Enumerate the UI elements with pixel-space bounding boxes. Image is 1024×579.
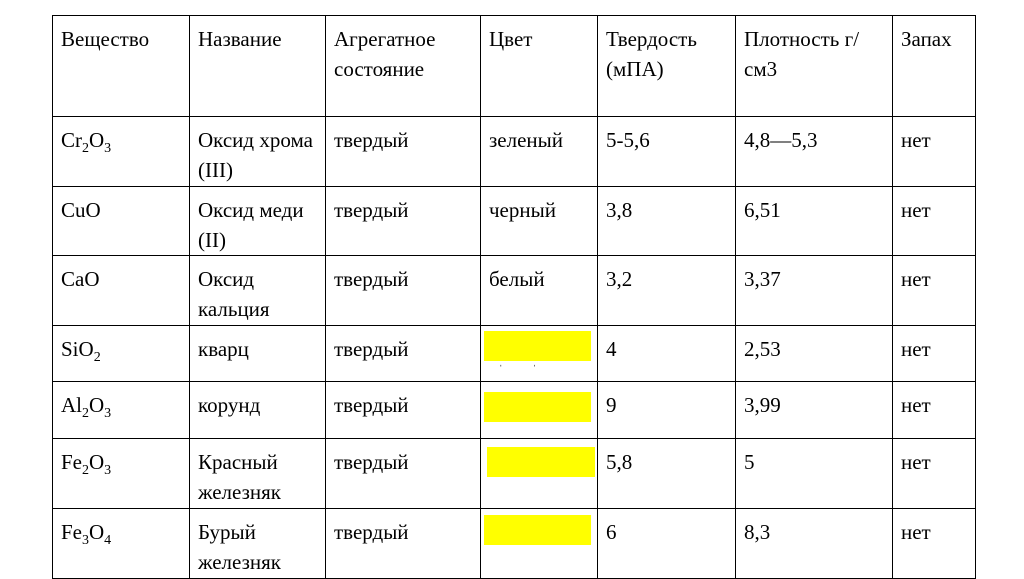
formula-cell: Cr2O3	[52, 116, 190, 187]
properties-table: Вещество Название Агрегатное состояние Ц…	[52, 15, 976, 579]
density-cell: 3,99	[735, 381, 893, 439]
smell-cell: нет	[892, 116, 976, 187]
smell-cell: нет	[892, 325, 976, 382]
ink-specks: ˌˌ	[499, 355, 567, 367]
color-cell: черный	[480, 186, 598, 256]
hardness-cell: 9	[597, 381, 736, 439]
formula-cell: Fe3O4	[52, 508, 190, 579]
highlight-swatch	[487, 447, 595, 477]
name-cell: Оксид кальция	[189, 255, 326, 326]
state-cell: твердый	[325, 116, 481, 187]
state-cell: твердый	[325, 381, 481, 439]
color-cell: белый	[480, 255, 598, 326]
state-cell: твердый	[325, 325, 481, 382]
header-hardness: Твердость (мПА)	[597, 15, 736, 117]
table-header-row: Вещество Название Агрегатное состояние Ц…	[52, 15, 976, 117]
state-cell: твердый	[325, 255, 481, 326]
name-cell: кварц	[189, 325, 326, 382]
state-cell: твердый	[325, 186, 481, 256]
table-row: SiO2 кварц твердый ˌˌ 4 2,53 нет	[52, 325, 976, 382]
table-row: Fe3O4 Бурый железняк твердый 6 8,3 нет	[52, 508, 976, 579]
name-cell: Оксид меди (II)	[189, 186, 326, 256]
color-cell: зеленый	[480, 116, 598, 187]
name-cell: корунд	[189, 381, 326, 439]
header-state: Агрегатное состояние	[325, 15, 481, 117]
hardness-cell: 4	[597, 325, 736, 382]
smell-cell: нет	[892, 186, 976, 256]
density-cell: 2,53	[735, 325, 893, 382]
table-row: Cr2O3 Оксид хрома (III) твердый зеленый …	[52, 116, 976, 187]
header-color: Цвет	[480, 15, 598, 117]
highlight-swatch	[484, 515, 591, 545]
color-cell	[480, 381, 598, 439]
color-cell	[480, 438, 598, 509]
header-density: Плотность г/см3	[735, 15, 893, 117]
state-cell: твердый	[325, 438, 481, 509]
table-row: Fe2O3 Красный железняк твердый 5,8 5 нет	[52, 438, 976, 509]
hardness-cell: 5,8	[597, 438, 736, 509]
density-cell: 6,51	[735, 186, 893, 256]
header-name: Название	[189, 15, 326, 117]
name-cell: Бурый железняк	[189, 508, 326, 579]
highlight-swatch	[484, 331, 591, 361]
name-cell: Красный железняк	[189, 438, 326, 509]
header-substance: Вещество	[52, 15, 190, 117]
table-row: CuO Оксид меди (II) твердый черный 3,8 6…	[52, 186, 976, 256]
density-cell: 3,37	[735, 255, 893, 326]
density-cell: 5	[735, 438, 893, 509]
color-cell	[480, 508, 598, 579]
hardness-cell: 5-5,6	[597, 116, 736, 187]
name-cell: Оксид хрома (III)	[189, 116, 326, 187]
table-row: Al2O3 корунд твердый 9 3,99 нет	[52, 381, 976, 439]
formula-cell: CaO	[52, 255, 190, 326]
color-cell: ˌˌ	[480, 325, 598, 382]
header-smell: Запах	[892, 15, 976, 117]
smell-cell: нет	[892, 508, 976, 579]
hardness-cell: 3,8	[597, 186, 736, 256]
formula-cell: Al2O3	[52, 381, 190, 439]
formula-cell: CuO	[52, 186, 190, 256]
hardness-cell: 6	[597, 508, 736, 579]
formula-cell: Fe2O3	[52, 438, 190, 509]
density-cell: 8,3	[735, 508, 893, 579]
highlight-swatch	[484, 392, 591, 422]
density-cell: 4,8—5,3	[735, 116, 893, 187]
smell-cell: нет	[892, 438, 976, 509]
table-row: CaO Оксид кальция твердый белый 3,2 3,37…	[52, 255, 976, 326]
smell-cell: нет	[892, 381, 976, 439]
smell-cell: нет	[892, 255, 976, 326]
formula-cell: SiO2	[52, 325, 190, 382]
hardness-cell: 3,2	[597, 255, 736, 326]
state-cell: твердый	[325, 508, 481, 579]
